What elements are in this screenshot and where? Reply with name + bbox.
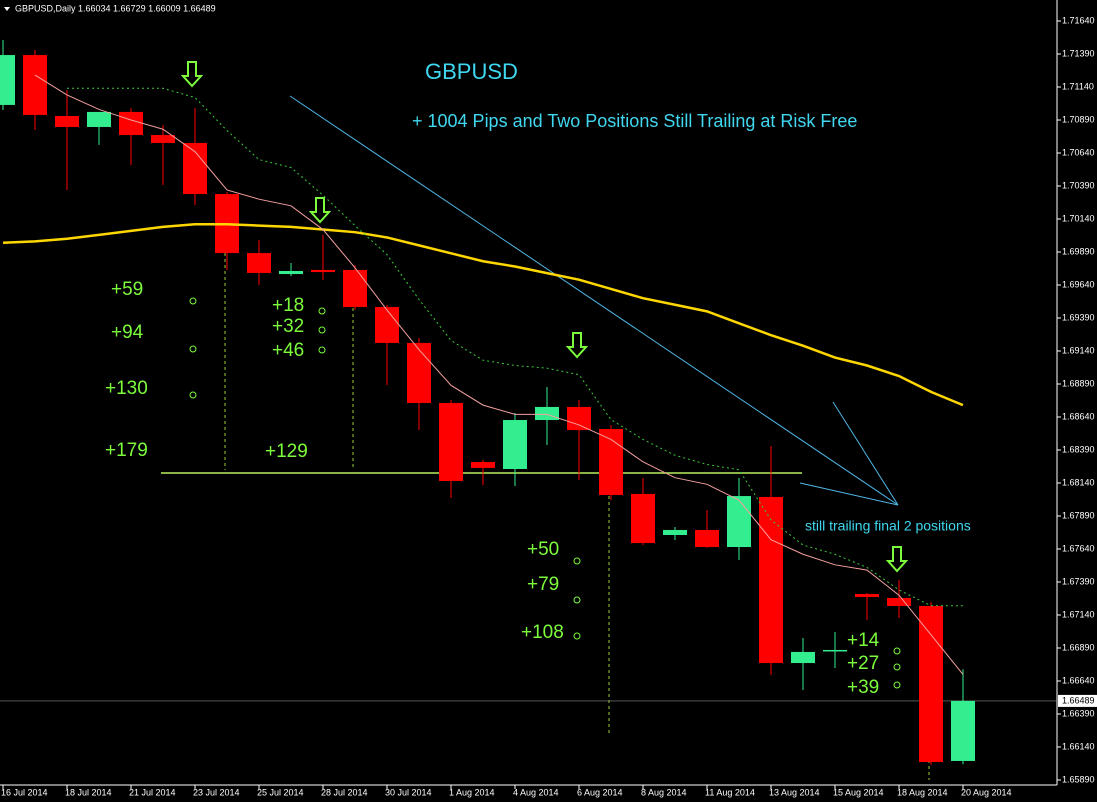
annotation: +79 <box>527 574 559 595</box>
indicator-line <box>34 74 964 675</box>
x-tick-label: 23 Jul 2014 <box>193 787 240 797</box>
annotation: +130 <box>105 378 148 399</box>
annotation: +39 <box>847 677 879 698</box>
x-tick-label: 30 Jul 2014 <box>385 787 432 797</box>
candle-body <box>631 493 655 544</box>
candle-body <box>535 406 559 421</box>
annotation: +14 <box>847 630 880 651</box>
trend-line <box>832 401 899 506</box>
candle-body <box>695 529 719 548</box>
x-tick-label: 18 Aug 2014 <box>897 787 948 797</box>
candle-body <box>375 307 399 343</box>
candle-body <box>23 55 47 115</box>
annotation: +50 <box>527 539 559 560</box>
candle-body <box>471 461 495 468</box>
candle-body <box>87 111 111 127</box>
price-tag-label: 1.66489 <box>1062 695 1095 705</box>
y-tick-label: 1.70890 <box>1062 114 1095 124</box>
x-tick-label: 13 Aug 2014 <box>769 787 820 797</box>
candle-body <box>247 253 271 273</box>
x-tick-label: 11 Aug 2014 <box>705 787 755 797</box>
y-tick-label: 1.68140 <box>1062 477 1095 487</box>
x-tick-label: 4 Aug 2014 <box>513 787 559 797</box>
y-tick-label: 1.68890 <box>1062 378 1095 388</box>
candle-body <box>55 116 79 127</box>
candle-body <box>663 529 687 535</box>
x-tick-label: 1 Aug 2014 <box>449 787 495 797</box>
candle-body <box>311 269 335 273</box>
x-tick-label: 25 Jul 2014 <box>257 787 304 797</box>
annotation: +108 <box>521 622 564 643</box>
price-tag <box>1058 694 1097 707</box>
candle-body <box>823 649 847 652</box>
y-tick-label: 1.71640 <box>1062 15 1095 25</box>
menu-arrow <box>4 7 10 11</box>
y-tick-label: 1.69140 <box>1062 345 1095 355</box>
annotation: GBPUSD <box>425 59 518 84</box>
annotation: +179 <box>105 440 148 461</box>
annotation: +32 <box>272 316 304 337</box>
candle-body <box>0 55 15 105</box>
annotation: +27 <box>847 653 879 674</box>
y-tick-label: 1.67390 <box>1062 576 1095 586</box>
y-tick-label: 1.69890 <box>1062 246 1095 256</box>
chart-title: GBPUSD,Daily 1.66034 1.66729 1.66009 1.6… <box>15 3 216 13</box>
candle-body <box>183 142 207 195</box>
candle-body <box>855 593 879 598</box>
y-tick-label: 1.65890 <box>1062 774 1095 784</box>
y-tick-label: 1.67140 <box>1062 609 1095 619</box>
y-tick-label: 1.68390 <box>1062 444 1095 454</box>
candle-body <box>279 270 303 275</box>
exit-circles <box>189 297 901 689</box>
y-tick-label: 1.69640 <box>1062 279 1095 289</box>
trend-line <box>289 95 899 506</box>
indicator-line <box>2 223 964 407</box>
annotation: +46 <box>272 340 304 361</box>
x-tick-label: 15 Aug 2014 <box>833 787 884 797</box>
x-tick-label: 18 Jul 2014 <box>65 787 112 797</box>
candle-body <box>503 420 527 469</box>
candle-body <box>151 135 175 143</box>
candle-body <box>407 342 431 403</box>
annotation: + 1004 Pips and Two Positions Still Trai… <box>412 111 857 131</box>
candle-body <box>439 402 463 482</box>
y-tick-label: 1.67890 <box>1062 510 1095 520</box>
annotation: still trailing final 2 positions <box>805 518 971 534</box>
x-tick-label: 28 Jul 2014 <box>321 787 368 797</box>
candle-body <box>887 597 911 607</box>
annotation: +129 <box>265 441 308 462</box>
annotation: +18 <box>272 295 304 316</box>
candle-body <box>119 111 143 136</box>
entry-arrows <box>180 61 909 573</box>
y-tick-label: 1.67640 <box>1062 543 1095 553</box>
candle-body <box>343 269 367 308</box>
y-tick-label: 1.69390 <box>1062 312 1095 322</box>
x-tick-label: 8 Aug 2014 <box>641 787 687 797</box>
candle-body <box>759 496 783 664</box>
candle-body <box>791 651 815 664</box>
x-tick-label: 16 Jul 2014 <box>1 787 48 797</box>
y-tick-label: 1.71390 <box>1062 48 1095 58</box>
y-tick-label: 1.66390 <box>1062 708 1095 718</box>
annotation: +94 <box>111 322 144 343</box>
y-tick-label: 1.68640 <box>1062 411 1095 421</box>
trend-line <box>799 482 899 506</box>
candle-body <box>951 700 975 761</box>
y-tick-label: 1.66890 <box>1062 642 1095 652</box>
x-tick-label: 20 Aug 2014 <box>961 787 1012 797</box>
y-tick-label: 1.66640 <box>1062 675 1095 685</box>
candle-body <box>919 606 943 763</box>
y-tick-label: 1.70390 <box>1062 180 1095 190</box>
x-tick-label: 21 Jul 2014 <box>129 787 176 797</box>
candle-body <box>567 406 591 431</box>
x-tick-label: 6 Aug 2014 <box>577 787 623 797</box>
annotation: +59 <box>111 279 143 300</box>
y-tick-label: 1.66140 <box>1062 741 1095 751</box>
y-tick-label: 1.71140 <box>1062 81 1094 91</box>
candle-body <box>727 496 751 548</box>
y-tick-label: 1.70640 <box>1062 147 1095 157</box>
y-tick-label: 1.70140 <box>1062 213 1095 223</box>
